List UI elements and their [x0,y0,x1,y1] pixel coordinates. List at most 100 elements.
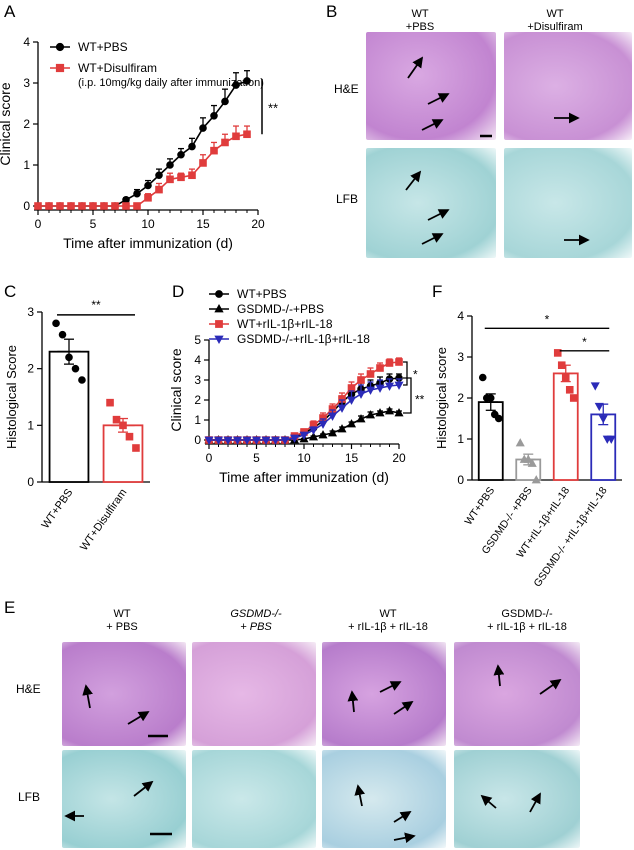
legend-label-disulfiram: WT+Disulfiram [78,61,157,75]
data-point-s1 [166,175,174,184]
data-point-bar3 [606,435,616,444]
data-point-s1 [34,202,42,210]
data-point-s0 [133,189,141,198]
data-point-s3 [384,382,395,391]
micro-e-lfb-3 [322,750,446,848]
x-tick-label: 0 [35,217,42,231]
data-point-s1 [155,185,163,194]
y-tick-label: 0 [457,473,464,487]
legend-marker-1 [214,303,224,313]
x-tick-label: 10 [297,451,311,465]
x-tick-label: 20 [251,217,265,231]
significance-label: ** [268,101,278,116]
micro-e-col-3: WT + rIL-1β + rIL-18 [348,608,428,633]
micro-b-col-1: WT +PBS [405,8,435,33]
data-point-s1 [394,408,404,417]
significance-label: * [582,335,587,349]
data-point-s1 [232,132,240,141]
arrow-icon [393,832,416,844]
arrow-icon [539,678,562,695]
data-point-s3 [251,436,262,445]
significance-label: ** [415,393,425,407]
y-tick-label: 3 [194,373,201,387]
arrow-icon [407,56,424,79]
x-tick-label: 5 [90,217,97,231]
micro-e-lfb-1 [62,750,186,848]
panel-label-b: B [326,2,338,21]
data-point-s3 [223,436,233,445]
x-tick-label-0: WT+PBS [462,485,497,527]
micro-e-row-lfb: LFB [18,790,41,804]
data-point-s0 [177,150,185,159]
y-axis-label: Clinical score [0,82,13,165]
bar-1 [102,424,144,483]
data-point-bar0 [78,376,86,384]
y-tick-label: 3 [457,350,464,364]
data-point-s0 [188,142,196,151]
data-point-s1 [100,202,108,210]
panel-label-e: E [4,598,16,617]
y-axis-label: Histological score [434,347,449,449]
data-point-bar1 [523,454,533,463]
data-point-s1 [56,202,64,210]
micro-e-row-he: H&E [16,682,41,696]
data-point-s0 [122,196,130,204]
data-point-bar1 [106,398,114,407]
data-point-s0 [243,77,251,85]
data-point-s2 [376,364,384,372]
arrow-icon [393,811,412,823]
data-point-bar2 [565,385,574,394]
data-point-s1 [221,138,229,147]
chart-c-histological-score: 0 1 2 3 Histological Score WT+PBS WT+Disulfira… [4,298,150,553]
x-tick-label: 5 [253,451,260,465]
y-tick-label: 2 [457,391,464,405]
x-axis-label: Time after immunization (d) [219,469,389,485]
y-tick-label: 2 [194,393,201,407]
legend-label-0: WT+PBS [237,287,287,301]
y-axis-label: Histological Score [4,345,19,449]
arrow-icon [493,664,505,687]
data-point-bar0 [52,319,60,328]
data-point-s1 [327,428,338,437]
x-tick-label: 20 [392,451,406,465]
arrow-icon [127,711,150,725]
legend-marker-3 [214,335,224,345]
data-point-s1 [199,159,207,167]
arrow-icon [354,784,366,807]
x-tick-label: 10 [141,217,155,231]
y-tick-label: 2 [27,362,34,376]
data-point-s3 [394,381,404,390]
micro-e-col-2: GSDMD-/- + PBS [230,608,282,633]
data-point-s1 [45,202,53,210]
data-point-s3 [356,390,366,399]
y-tick-label: 4 [457,309,464,323]
data-point-s3 [318,420,328,429]
data-point-s1 [188,171,196,180]
data-point-s1 [89,202,97,210]
micro-e-lfb-2 [192,750,316,848]
y-tick-label: 3 [23,76,30,90]
data-point-bar3 [594,402,604,412]
micro-e-col-4: GSDMD-/- + rIL-1β + rIL-18 [487,608,567,633]
y-tick-label: 0 [27,475,34,489]
data-point-s1 [337,424,347,433]
bar-0 [477,401,504,481]
arrow-icon [427,209,450,221]
chart-a-clinical-score: 0 1 2 3 4 0 5 10 15 20 Time after immunization (d)… [0,35,278,251]
bar-0 [48,350,90,483]
data-point-bar0 [65,353,73,362]
arrow-icon [379,681,402,693]
legend-note-disulfiram: (i.p. 10mg/kg daily after immunization) [78,77,264,89]
y-tick-label: 0 [194,433,201,447]
arrow-icon [421,119,444,131]
arrow-icon [405,170,422,191]
micro-b-row-lfb: LFB [336,192,359,206]
series-line-1 [38,133,248,207]
data-point-bar2 [569,394,578,402]
data-point-s2 [385,359,394,367]
data-point-s0 [166,161,174,169]
data-point-s1 [365,410,376,419]
data-point-s0 [221,97,229,106]
